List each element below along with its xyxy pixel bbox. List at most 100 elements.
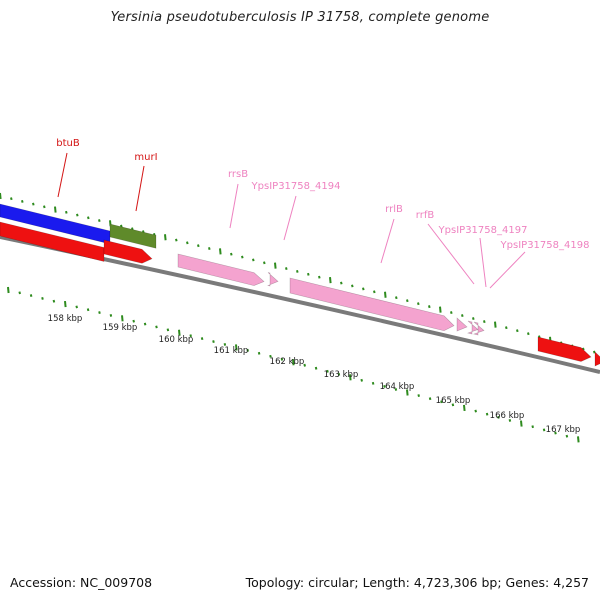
gene-4198-arrow [472,321,485,336]
label-leader-rrlb [380,218,395,264]
gene-rrfB-arrow [456,317,468,332]
outer-tick [406,299,409,303]
outer-tick [395,296,398,300]
inner-tick [577,436,580,443]
inner-tick [269,354,272,358]
outer-tick [439,306,442,313]
inner-tick [86,308,90,312]
inner-tick [18,291,21,295]
inner-tick [337,372,341,376]
inner-tick [189,334,192,338]
scale-tick-label: 159 kbp [103,323,138,333]
gene-red-arrow-3 [594,351,600,367]
feature-label-ypsip31758-4197: YpsIP31758_4197 [438,225,528,236]
label-leader-rrsb [229,183,239,229]
inner-tick [360,378,363,382]
outer-tick [208,247,211,250]
outer-tick [494,321,497,328]
outer-tick [98,219,101,222]
inner-tick [497,415,500,419]
outer-tick [164,234,167,241]
inner-tick [280,357,284,361]
outer-tick [340,281,343,285]
inner-tick [508,418,512,422]
inner-tick [531,425,534,429]
feature-label-ypsip31758-4198: YpsIP31758_4198 [500,240,590,251]
scale-tick-label: 166 kbp [490,411,525,421]
gene-red-arrow-2 [537,336,592,362]
inner-tick [292,359,295,366]
outer-tick [362,287,365,291]
inner-tick [451,403,455,407]
inner-tick [326,369,329,373]
gene-rrlB-arrow [289,277,455,332]
feature-label-rrfb: rrfB [416,210,435,221]
inner-tick [394,388,398,391]
outer-tick [527,332,530,336]
inner-tick [155,325,158,329]
outer-tick [318,275,321,279]
outer-tick [32,202,35,206]
scale-tick-label: 165 kbp [436,396,471,406]
label-leader-ypsip31758-4198 [489,251,526,289]
outer-tick [483,320,486,324]
inner-tick [554,431,557,435]
inner-tick [417,394,420,398]
outer-tick [417,302,420,306]
outer-tick [252,258,255,262]
feature-label-rrsb: rrsB [228,169,248,180]
inner-tick [257,351,261,355]
inner-tick [212,340,215,343]
feature-label-ypsip31758-4194: YpsIP31758_4194 [251,181,341,192]
outer-tick [516,329,519,333]
scale-tick-label: 161 kbp [214,346,249,356]
outer-tick [263,261,266,265]
outer-tick [285,267,288,270]
inner-tick [246,348,249,352]
outer-tick [230,252,233,256]
inner-tick [565,434,569,438]
scale-tick-label: 160 kbp [159,335,194,345]
inner-tick [98,311,101,315]
inner-tick [428,397,432,401]
outer-tick [241,255,244,259]
outer-tick [43,205,46,209]
outer-tick [197,244,200,248]
outer-tick [54,206,57,213]
outer-tick [0,192,2,200]
outer-tick [274,262,277,269]
outer-tick [65,210,68,214]
outer-tick [87,216,90,220]
inner-tick [29,294,33,298]
feature-label-muri: murI [134,152,157,163]
gene-rrsB-arrow [177,253,265,286]
outer-tick [296,269,299,273]
gene-red-arrow [103,239,153,264]
outer-tick [186,241,189,245]
inner-tick [485,412,489,416]
inner-tick [121,315,124,322]
inner-tick [109,314,113,317]
genome-summary-text: Topology: circular; Length: 4,723,306 bp… [245,575,589,590]
feature-label-rrlb: rrlB [385,204,403,215]
inner-tick [200,337,204,341]
inner-tick [166,328,170,332]
label-leader-ypsip31758-4194 [283,195,297,241]
map-title: Yersinia pseudotuberculosis IP 31758, co… [110,10,490,25]
outer-tick [373,290,376,294]
inner-tick [52,299,56,303]
inner-tick [406,389,409,396]
outer-tick [351,284,354,288]
inner-tick [314,366,318,370]
label-leader-ypsip31758-4197 [479,237,487,288]
outer-tick [329,277,332,284]
outer-tick [384,291,387,298]
scale-tick-label: 163 kbp [324,370,359,380]
outer-tick [461,314,464,318]
inner-tick [75,305,78,309]
scale-tick-label: 158 kbp [48,314,83,324]
inner-tick [235,344,238,351]
inner-tick [349,374,352,381]
inner-tick [474,409,477,413]
